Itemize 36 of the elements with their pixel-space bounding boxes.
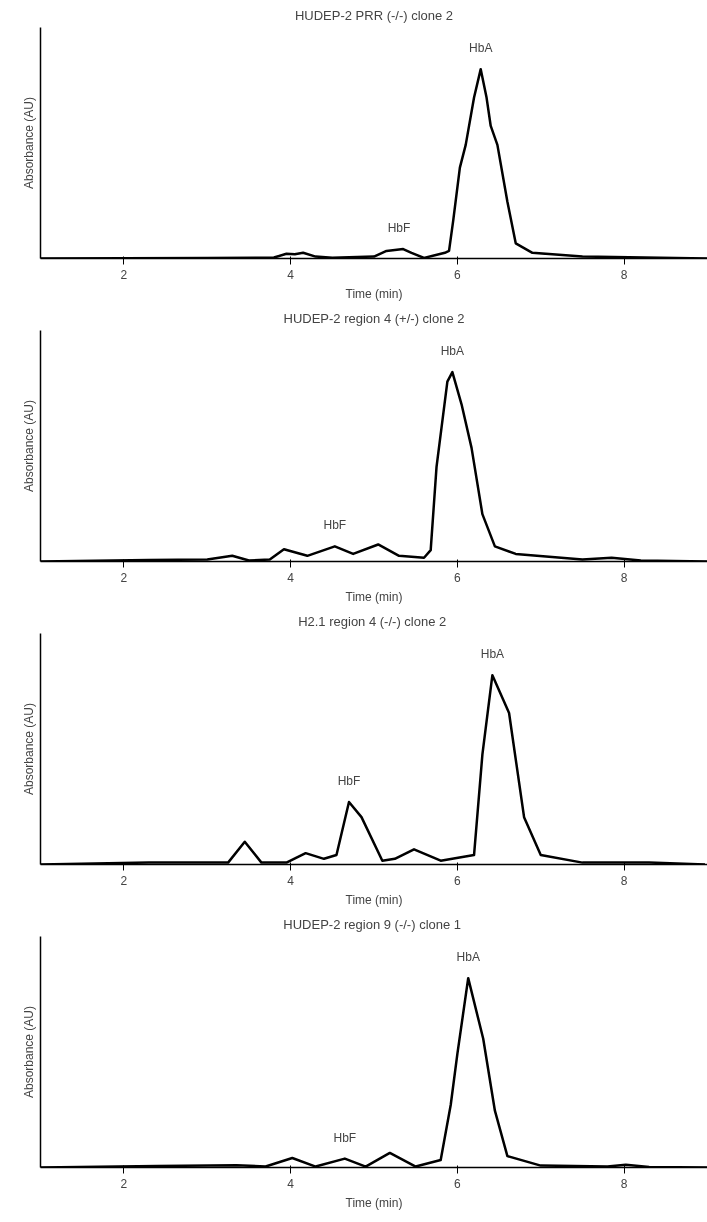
y-axis-title: Absorbance (AU) — [21, 702, 36, 796]
x-axis-title: Time (min) — [345, 892, 403, 907]
annotation: HbF — [387, 221, 411, 236]
x-tick-label: 4 — [287, 267, 295, 282]
x-tick-label: 2 — [120, 1176, 128, 1191]
chart-title: HUDEP-2 PRR (-/-) clone 2 — [294, 7, 454, 23]
x-tick-label: 8 — [620, 570, 628, 585]
chart-title: HUDEP-2 region 9 (-/-) clone 1 — [283, 916, 462, 932]
annotation: HbA — [440, 344, 465, 359]
x-tick-label: 8 — [620, 1176, 628, 1191]
x-tick-label: 2 — [120, 570, 128, 585]
x-axis-title: Time (min) — [345, 286, 403, 301]
annotation: HbF — [337, 774, 361, 789]
y-axis-title: Absorbance (AU) — [21, 1005, 36, 1099]
annotation: HbF — [333, 1130, 357, 1145]
x-tick-label: 6 — [454, 873, 462, 888]
chart-title: HUDEP-2 region 4 (+/-) clone 2 — [283, 310, 465, 326]
annotation: HbA — [469, 41, 493, 56]
x-tick-label: 2 — [120, 267, 128, 282]
x-tick-label: 6 — [454, 570, 462, 585]
x-tick-label: 8 — [620, 873, 628, 888]
x-tick-label: 4 — [287, 570, 295, 585]
y-axis-title: Absorbance (AU) — [21, 399, 36, 493]
x-axis-title: Time (min) — [345, 1195, 403, 1210]
x-tick-label: 4 — [287, 873, 295, 888]
annotation: HbA — [480, 647, 505, 662]
annotation: HbA — [456, 950, 480, 965]
x-tick-label: 8 — [620, 267, 628, 282]
x-tick-label: 6 — [454, 1176, 462, 1191]
x-tick-label: 6 — [454, 267, 462, 282]
x-tick-label: 4 — [287, 1176, 295, 1191]
chart-title: H2.1 region 4 (-/-) clone 2 — [298, 613, 447, 629]
y-axis-title: Absorbance (AU) — [21, 96, 36, 190]
x-axis-title: Time (min) — [345, 589, 403, 604]
annotation: HbF — [323, 518, 347, 533]
x-tick-label: 2 — [120, 873, 128, 888]
